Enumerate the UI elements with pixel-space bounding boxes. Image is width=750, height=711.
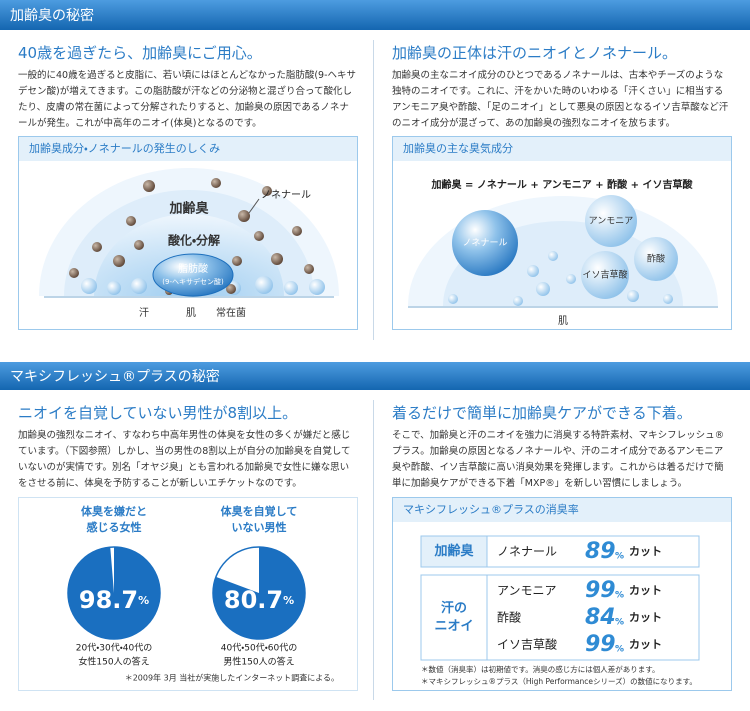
component xyxy=(452,210,518,276)
component-name: イソ吉草酸 xyxy=(497,638,557,652)
pie-value: 98.7% xyxy=(79,586,149,614)
unit: % xyxy=(283,594,294,607)
pie-title: 体臭を自覚して xyxy=(221,504,298,518)
paragraph: 加齢臭の強烈なニオイ、すなわち中高年男性の体臭を女性の多くが嫌だと感じています。… xyxy=(18,430,351,489)
rate-suffix: カット xyxy=(629,545,662,558)
diagram-box: 加齢臭の主な臭気成分 加齢臭 = ノネナール + アンモニア + 酢酸 + イソ… xyxy=(392,136,732,330)
pie-caption: 40代・50代・60代の xyxy=(221,643,297,654)
label: 汗 xyxy=(139,306,149,319)
group-box xyxy=(420,574,488,661)
pie-slice xyxy=(67,547,160,639)
rate-unit: % xyxy=(615,645,624,655)
rows-box xyxy=(486,574,700,661)
heading: 着るだけで簡単に加齢臭ケアができる下着。 xyxy=(392,404,692,422)
rate-value: 89 xyxy=(585,539,616,564)
label: 酸化・分解 xyxy=(168,233,220,248)
rate-unit: % xyxy=(615,618,624,628)
rate-value: 99 xyxy=(585,632,616,657)
value: 98.7 xyxy=(79,586,138,614)
group-label: ニオイ xyxy=(434,619,473,634)
group-label: 汗の xyxy=(441,600,467,616)
pie-title: 感じる女性 xyxy=(86,520,142,534)
heading: ニオイを自覚していない男性が8割以上。 xyxy=(18,404,298,422)
divider xyxy=(373,40,374,340)
component-name: アンモニア xyxy=(497,584,557,598)
note: ＊マキシフレッシュ®プラス（High Performanceシリーズ）の数値にな… xyxy=(421,676,697,686)
label: イソ吉草酸 xyxy=(582,269,627,281)
component-name: ノネナール xyxy=(497,545,557,559)
diagram: ノネナール 加齢臭 酸化・分解 脂肪酸 (9-ヘキサデセン酸) 汗 肌 常在菌 xyxy=(39,168,339,319)
box-title: 加齢臭の主な臭気成分 xyxy=(393,137,731,161)
pie-title: 体臭を嫌だと xyxy=(81,504,147,518)
rate-box: マキシフレッシュ®プラスの消臭率 加齢臭 ノネナール 89% カット 汗の ニオイ アンモニ… xyxy=(392,497,732,691)
divider xyxy=(373,400,374,700)
label: ノネナール xyxy=(462,238,507,249)
rate-suffix: カット xyxy=(629,584,662,597)
unit: % xyxy=(138,594,149,607)
paragraph: そこで、加齢臭と汗のニオイを強力に消臭する特許素材、マキシフレッシュ®プラス。加… xyxy=(392,430,725,489)
rate-suffix: カット xyxy=(629,638,662,651)
pie-title: いない男性 xyxy=(232,520,287,534)
chart-box: 体臭を嫌だと 感じる女性 98.7% 20代・30代・40代の 女性150人の答え 体臭を… xyxy=(18,497,358,691)
box-title: 加齢臭成分・ノネナールの発生のしくみ xyxy=(19,137,357,161)
section-header: マキシフレッシュ®プラスの秘密 xyxy=(0,362,750,390)
label: 脂肪酸 xyxy=(178,262,208,275)
label: 常在菌 xyxy=(216,306,246,319)
label: 肌 xyxy=(558,315,568,327)
rate-unit: % xyxy=(615,552,624,562)
paragraph: 加齢臭の主なニオイ成分のひとつであるノネナールは、古本やチーズのような独特のニオ… xyxy=(392,70,729,129)
label: 加齢臭 xyxy=(168,201,209,217)
component xyxy=(634,237,678,281)
note: ＊数値（消臭率）は初期値です。消臭の感じ方には個人差があります。 xyxy=(421,664,660,674)
pie-slice xyxy=(213,547,305,639)
diagram-box: 加齢臭成分・ノネナールの発生のしくみ ノネナール 加齢臭 酸化・分解 xyxy=(18,136,358,330)
component-name: 酢酸 xyxy=(497,610,521,625)
paragraph: 一般的に40歳を過ぎると皮脂に、若い頃にはほとんどなかった脂肪酸(9-ヘキサデセ… xyxy=(18,70,357,129)
pie-value: 80.7% xyxy=(224,586,294,614)
heading: 40歳を過ぎたら、加齢臭にご用心。 xyxy=(18,44,262,62)
component xyxy=(581,251,629,299)
box-title: マキシフレッシュ®プラスの消臭率 xyxy=(393,498,731,522)
component xyxy=(585,195,637,247)
formula: 加齢臭 = ノネナール + アンモニア + 酢酸 + イソ吉草酸 xyxy=(431,178,694,191)
section-header: 加齢臭の秘密 xyxy=(0,0,750,30)
rate-value: 84 xyxy=(585,605,616,630)
pie-caption: 20代・30代・40代の xyxy=(76,643,152,654)
pointer xyxy=(248,198,260,214)
label: ノネナール xyxy=(261,189,311,201)
pie-caption: 女性150人の答え xyxy=(78,656,149,668)
rate-suffix: カット xyxy=(629,611,662,624)
heading: 加齢臭の正体は汗のニオイとノネナール。 xyxy=(392,44,678,62)
label: アンモニア xyxy=(589,217,634,227)
rate-unit: % xyxy=(615,591,624,601)
value: 80.7 xyxy=(224,586,283,614)
rows-box xyxy=(486,535,700,568)
pie-caption: 男性150人の答え xyxy=(223,656,294,668)
fatty-acid xyxy=(152,253,234,297)
label: (9-ヘキサデセン酸) xyxy=(162,277,224,286)
bubbles xyxy=(448,251,673,306)
diagram: 加齢臭 = ノネナール + アンモニア + 酢酸 + イソ吉草酸 ノネナール ア… xyxy=(408,178,718,327)
label: 酢酸 xyxy=(647,253,665,265)
label: 肌 xyxy=(186,307,196,319)
note: ＊2009年 3月 当社が実施したインターネット調査による。 xyxy=(125,673,339,683)
group-label: 加齢臭 xyxy=(433,543,474,559)
rate-value: 99 xyxy=(585,578,616,603)
